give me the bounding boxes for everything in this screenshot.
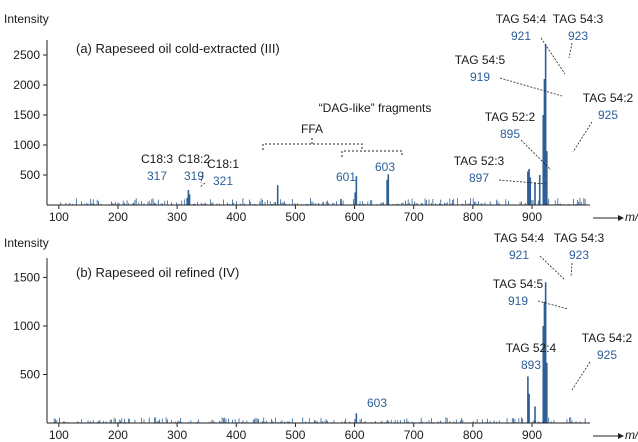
peak-label-tag-54-5-mz: 919	[470, 70, 490, 84]
peak-label-c18-1-mz: 321	[213, 174, 233, 188]
panel-b-y-ticks: 500 1000 1500	[13, 270, 47, 381]
x-tick-label: 300	[167, 428, 187, 442]
leader-tag-54-2	[572, 121, 593, 153]
x-tick-label: 200	[108, 210, 128, 224]
peak-label-tag-54-2-name: TAG 54:2	[583, 91, 634, 105]
x-tick-label: 900	[522, 428, 542, 442]
leader-tag-54-4	[540, 37, 566, 75]
dag-group-label: “DAG-like” fragments	[319, 101, 432, 115]
leader-b-tag-54-3	[570, 262, 573, 278]
x-tick-label: 400	[226, 428, 246, 442]
dag-bracket	[341, 150, 403, 157]
peak-label-tag-54-2-mz: 925	[598, 108, 618, 122]
peak-label-tag-52-2-name: TAG 52:2	[485, 110, 536, 124]
x-tick-label: 300	[167, 210, 187, 224]
peak-label-tag-54-3-name: TAG 54:3	[553, 12, 604, 26]
peak-label-b-tag-54-2-mz: 925	[597, 348, 617, 362]
x-tick-label: 100	[49, 210, 69, 224]
peak-label-tag-52-3-mz: 897	[469, 171, 489, 185]
peak-label-b-tag-54-3-mz: 923	[569, 248, 589, 262]
peak-label-b-tag-54-4-name: TAG 54:4	[494, 231, 545, 245]
panel-b-x-axis-label: m/z	[625, 428, 638, 442]
panel-a-arrow-head	[618, 215, 624, 221]
y-tick-label: 2000	[13, 78, 40, 92]
y-tick-label: 2500	[13, 48, 40, 62]
peak-label-c18-3-mz: 317	[147, 169, 167, 183]
leader-c18-2	[200, 171, 204, 184]
x-tick-label: 900	[522, 210, 542, 224]
leader-tag-52-3	[498, 179, 547, 185]
peak-label-b-tag-54-3-name: TAG 54:3	[554, 231, 605, 245]
x-tick-label: 700	[404, 210, 424, 224]
peak-label-b-tag-54-5-name: TAG 54:5	[493, 277, 544, 291]
y-tick-label: 1000	[13, 319, 40, 333]
peak-label-603: 603	[375, 160, 395, 174]
panel-a-x-ticks: 100 200 300 400 500 600 700 800 900	[49, 205, 542, 224]
y-tick-label: 1500	[13, 270, 40, 284]
x-tick-label: 700	[404, 428, 424, 442]
y-tick-label: 1500	[13, 108, 40, 122]
panel-b-y-axis-label: Intensity	[4, 236, 49, 250]
panel-b-x-ticks: 100 200 300 400 500 600 700 800 900	[49, 423, 542, 442]
panel-a-x-axis-label: m/z	[625, 210, 638, 224]
panel-a-y-ticks: 500 1000 1500 2000 2500	[13, 48, 47, 182]
peak-label-tag-54-4-mz: 921	[511, 29, 531, 43]
peak-label-tag-54-3-mz: 923	[568, 29, 588, 43]
peak-label-b-603: 603	[367, 396, 387, 410]
leader-b-tag-54-2	[571, 361, 591, 391]
peak-label-c18-2-name: C18:2	[178, 152, 210, 166]
y-tick-label: 500	[20, 367, 40, 381]
leader-c18-3	[199, 182, 206, 188]
peak-label-c18-3-name: C18:3	[141, 152, 173, 166]
peak-label-b-tag-54-4-mz: 921	[509, 248, 529, 262]
x-tick-label: 600	[345, 210, 365, 224]
x-tick-label: 800	[463, 428, 483, 442]
panel-a-y-axis-label: Intensity	[4, 12, 49, 26]
peak-label-b-tag-54-2-name: TAG 54:2	[582, 331, 633, 345]
x-tick-label: 200	[108, 428, 128, 442]
panel-a: Intensity (a) Rapeseed oil cold-extracte…	[4, 12, 638, 224]
x-tick-label: 800	[463, 210, 483, 224]
ffa-group-label: FFA	[301, 122, 323, 136]
panel-b: Intensity (b) Rapeseed oil refined (IV) …	[4, 231, 638, 442]
peak-label-tag-54-4-name: TAG 54:4	[496, 12, 547, 26]
ffa-bracket	[262, 143, 363, 150]
peak-label-c18-1-name: C18:1	[207, 157, 239, 171]
x-tick-label: 600	[345, 428, 365, 442]
panel-b-arrow-head	[618, 433, 624, 439]
peak-label-c18-2-mz: 319	[184, 169, 204, 183]
x-tick-label: 500	[285, 210, 305, 224]
y-tick-label: 1000	[13, 138, 40, 152]
leader-tag-52-2	[520, 139, 552, 171]
panel-a-title: (a) Rapeseed oil cold-extracted (III)	[76, 41, 280, 56]
leader-tag-54-5	[499, 77, 563, 97]
peak-label-tag-52-2-mz: 895	[500, 127, 520, 141]
peak-label-b-tag-52-4-name: TAG 52:4	[506, 341, 557, 355]
peak-label-601: 601	[336, 170, 356, 184]
leader-b-tag-54-5	[537, 300, 569, 310]
x-tick-label: 400	[226, 210, 246, 224]
leader-tag-54-3	[568, 42, 573, 59]
x-tick-label: 100	[49, 428, 69, 442]
peak-label-tag-54-5-name: TAG 54:5	[455, 53, 506, 67]
peak-label-b-tag-52-4-mz: 893	[521, 358, 541, 372]
y-tick-label: 500	[20, 168, 40, 182]
peak-label-b-tag-54-5-mz: 919	[508, 294, 528, 308]
x-tick-label: 500	[285, 428, 305, 442]
panel-b-title: (b) Rapeseed oil refined (IV)	[76, 265, 239, 280]
leader-b-tag-54-4	[539, 255, 566, 281]
peak-label-tag-52-3-name: TAG 52:3	[454, 154, 505, 168]
